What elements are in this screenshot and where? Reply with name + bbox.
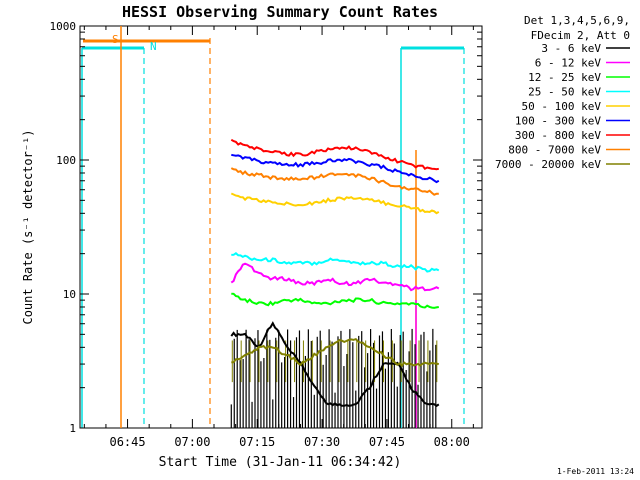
series-line-800-7000-kev (230, 167, 439, 196)
y-axis: 1 10 100 1000 (50, 20, 482, 435)
legend-label: 12 - 25 keV (528, 71, 601, 84)
s-marker-label: S (112, 33, 119, 46)
x-tick-label: 08:00 (434, 435, 470, 449)
noise-band (230, 328, 438, 428)
y-tick-label: 1 (69, 422, 76, 435)
legend-label: 25 - 50 keV (528, 86, 601, 99)
x-tick-label: 06:45 (109, 435, 145, 449)
legend-label: 7000 - 20000 keV (495, 158, 601, 171)
y-tick-label: 10 (63, 288, 76, 301)
legend-label: 3 - 6 keV (541, 42, 601, 55)
y-tick-label: 100 (56, 154, 76, 167)
x-axis-label: Start Time (31-Jan-11 06:34:42) (159, 455, 402, 470)
legend-label: 50 - 100 keV (522, 100, 602, 113)
series-line-100-300-kev (231, 153, 440, 184)
x-axis: 06:45 07:00 07:15 07:30 07:45 08:00 (83, 26, 474, 449)
x-tick-label: 07:30 (304, 435, 340, 449)
chart-title: HESSI Observing Summary Count Rates (122, 3, 438, 21)
x-tick-label: 07:15 (239, 435, 275, 449)
footer-timestamp: 1-Feb-2011 13:24 (557, 467, 634, 476)
legend-label: 800 - 7000 keV (508, 144, 601, 157)
legend: Det 1,3,4,5,6,9, FDecim 2, Att 0 3 - 6 k… (495, 14, 630, 171)
legend-title-line-1: Det 1,3,4,5,6,9, (524, 14, 630, 27)
series-line-12-25-kev (231, 292, 439, 309)
series-layer (230, 138, 440, 408)
legend-title-line-2: FDecim 2, Att 0 (531, 29, 630, 42)
y-tick-label: 1000 (50, 20, 77, 33)
x-tick-label: 07:00 (174, 435, 210, 449)
series-line-25-50-kev (231, 252, 440, 273)
series-line-7000-20000-kev (231, 337, 440, 367)
y-axis-label: Count Rate (s⁻¹ detector⁻¹) (21, 129, 35, 324)
n-marker-label: N (150, 40, 157, 53)
plot-frame (79, 25, 483, 429)
series-line-6-12-kev (230, 262, 440, 292)
series-line-300-800-kev (230, 138, 439, 171)
observing-intervals: S N (81, 26, 465, 428)
legend-label: 6 - 12 keV (535, 57, 602, 70)
legend-label: 100 - 300 keV (515, 115, 601, 128)
series-line-3-6-kev (230, 321, 440, 408)
series-line-50-100-kev (230, 192, 440, 215)
legend-label: 300 - 800 keV (515, 129, 601, 142)
x-tick-label: 07:45 (369, 435, 405, 449)
